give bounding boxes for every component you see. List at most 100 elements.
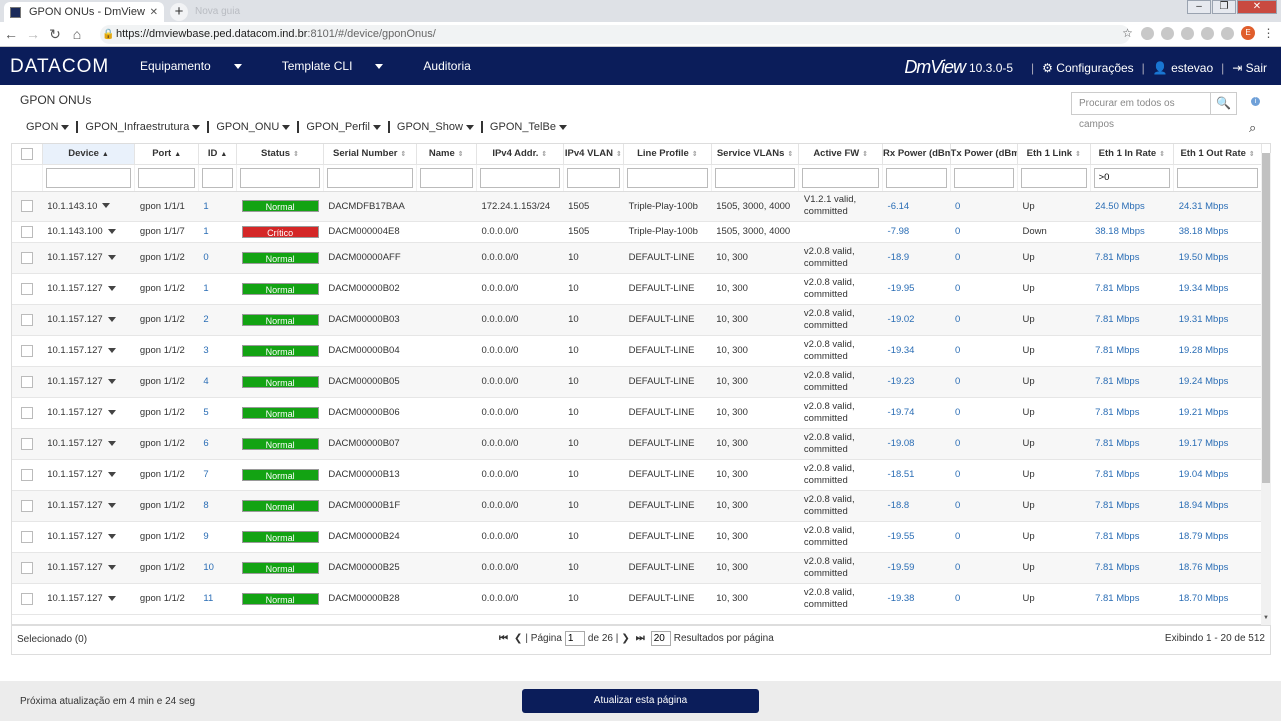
row-checkbox[interactable] xyxy=(21,251,34,264)
rx-power-cell[interactable]: -18.9 xyxy=(882,242,951,274)
logout-icon[interactable]: ⇥ xyxy=(1232,60,1243,75)
chevron-down-icon[interactable] xyxy=(107,471,116,477)
chevron-down-icon[interactable] xyxy=(102,203,111,209)
col-serial[interactable]: Serial Number ⇕ xyxy=(323,144,417,165)
chevron-down-icon[interactable] xyxy=(107,316,116,322)
device-cell[interactable]: 10.1.157.127 xyxy=(42,335,135,367)
prev-page-icon[interactable]: ❮ xyxy=(514,633,523,644)
rx-power-cell[interactable]: -19.95 xyxy=(882,273,951,305)
browser-tab[interactable]: GPON ONUs - DmView ✕ xyxy=(4,2,164,22)
chevron-down-icon[interactable] xyxy=(107,285,116,291)
filter-eth1-in-rate-input[interactable] xyxy=(1093,167,1171,188)
rx-power-cell[interactable]: -19.55 xyxy=(882,521,951,553)
filter-ipv4-input[interactable] xyxy=(479,167,560,188)
refresh-page-button[interactable]: Atualizar esta página xyxy=(522,689,759,713)
chevron-down-icon[interactable] xyxy=(107,347,116,353)
tx-power-cell[interactable]: 0 xyxy=(950,583,1018,615)
rx-power-cell[interactable]: -19.02 xyxy=(882,304,951,336)
star-icon[interactable]: ☆ xyxy=(1122,25,1133,40)
table-row[interactable]: 10.1.143.100 gpon 1/1/7 1 Crítico DACM000004… xyxy=(12,221,1262,243)
col-rx-power[interactable]: Rx Power (dBm) xyxy=(882,144,951,165)
eth1-out-rate-cell[interactable]: 19.31 Mbps xyxy=(1173,304,1262,336)
eth1-out-rate-cell[interactable]: 24.31 Mbps xyxy=(1173,191,1262,222)
chevron-down-icon[interactable] xyxy=(107,533,116,539)
extension-icon[interactable] xyxy=(1161,26,1174,40)
id-cell[interactable]: 9 xyxy=(198,521,237,553)
reload-icon[interactable]: ↻ xyxy=(49,25,61,42)
table-row[interactable]: 10.1.157.127 gpon 1/1/2 7 Normal DACM00000B1… xyxy=(12,459,1262,491)
info-icon[interactable]: i xyxy=(1251,97,1260,106)
menu-gpon-show[interactable]: GPON_Show xyxy=(390,121,483,133)
profile-avatar[interactable]: E xyxy=(1241,26,1255,40)
eth1-out-rate-cell[interactable]: 19.04 Mbps xyxy=(1173,459,1262,491)
tx-power-cell[interactable]: 0 xyxy=(950,191,1018,222)
rx-power-cell[interactable]: -19.08 xyxy=(882,428,951,460)
rx-power-cell[interactable]: -7.98 xyxy=(882,221,951,243)
tx-power-cell[interactable]: 0 xyxy=(950,335,1018,367)
col-status[interactable]: Status ⇕ xyxy=(236,144,324,165)
table-row[interactable]: 10.1.157.127 gpon 1/1/2 2 Normal DACM00000B0… xyxy=(12,304,1262,336)
browser-menu-icon[interactable]: ⋮ xyxy=(1262,25,1275,40)
row-checkbox[interactable] xyxy=(21,499,34,512)
device-cell[interactable]: 10.1.157.127 xyxy=(42,428,135,460)
row-checkbox[interactable] xyxy=(21,375,34,388)
table-row[interactable]: 10.1.157.127 gpon 1/1/2 0 Normal DACM00000AF… xyxy=(12,242,1262,274)
eth1-out-rate-cell[interactable]: 38.18 Mbps xyxy=(1173,221,1262,243)
row-checkbox[interactable] xyxy=(21,225,34,238)
forward-icon[interactable]: → xyxy=(26,26,40,42)
chevron-down-icon[interactable] xyxy=(107,378,116,384)
menu-gpon-onu[interactable]: GPON_ONU xyxy=(209,121,300,133)
eth1-out-rate-cell[interactable]: 19.21 Mbps xyxy=(1173,397,1262,429)
row-checkbox[interactable] xyxy=(21,468,34,481)
filter-port-input[interactable] xyxy=(138,167,195,188)
logout-link[interactable]: Sair xyxy=(1245,60,1267,75)
eth1-in-rate-cell[interactable]: 7.81 Mbps xyxy=(1090,304,1174,336)
device-cell[interactable]: 10.1.157.127 xyxy=(42,366,135,398)
minimize-icon[interactable]: – xyxy=(1187,0,1211,14)
table-row[interactable]: 10.1.157.127 gpon 1/1/2 8 Normal DACM00000B1… xyxy=(12,490,1262,522)
eth1-out-rate-cell[interactable]: 18.70 Mbps xyxy=(1173,583,1262,615)
filter-serial-input[interactable] xyxy=(326,167,413,188)
table-row[interactable]: 10.1.143.10 gpon 1/1/1 1 Normal DACMDFB17BAA… xyxy=(12,191,1262,222)
row-checkbox[interactable] xyxy=(21,313,34,326)
first-page-icon[interactable]: ⏮ xyxy=(499,633,508,644)
menu-gpon[interactable]: GPON xyxy=(26,121,79,133)
device-cell[interactable]: 10.1.157.127 xyxy=(42,273,135,305)
eth1-in-rate-cell[interactable]: 7.81 Mbps xyxy=(1090,335,1174,367)
tx-power-cell[interactable]: 0 xyxy=(950,459,1018,491)
device-cell[interactable]: 10.1.157.127 xyxy=(42,552,135,584)
filter-service-vlans-input[interactable] xyxy=(714,167,796,188)
column-chooser-icon[interactable]: ⌕ xyxy=(1249,120,1257,135)
tx-power-cell[interactable]: 0 xyxy=(950,552,1018,584)
search-button[interactable]: 🔍 xyxy=(1211,92,1237,115)
chevron-down-icon[interactable] xyxy=(107,502,116,508)
device-cell[interactable]: 10.1.143.100 xyxy=(42,221,135,243)
chevron-down-icon[interactable] xyxy=(107,564,116,570)
tx-power-cell[interactable]: 0 xyxy=(950,242,1018,274)
row-checkbox[interactable] xyxy=(21,282,34,295)
tx-power-cell[interactable]: 0 xyxy=(950,490,1018,522)
col-eth1-link[interactable]: Eth 1 Link ⇕ xyxy=(1017,144,1091,165)
table-scrollbar[interactable]: ▼ xyxy=(1261,153,1271,625)
id-cell[interactable]: 2 xyxy=(198,304,237,336)
eth1-out-rate-cell[interactable]: 19.24 Mbps xyxy=(1173,366,1262,398)
device-cell[interactable]: 10.1.143.10 xyxy=(42,191,135,222)
col-port[interactable]: Port ▲ xyxy=(134,144,199,165)
settings-link[interactable]: Configurações xyxy=(1056,60,1134,75)
row-checkbox[interactable] xyxy=(21,406,34,419)
eth1-in-rate-cell[interactable]: 24.50 Mbps xyxy=(1090,191,1174,222)
tx-power-cell[interactable]: 0 xyxy=(950,221,1018,243)
col-tx-power[interactable]: Tx Power (dBm) xyxy=(950,144,1019,165)
chevron-down-icon[interactable] xyxy=(107,595,116,601)
eth1-in-rate-cell[interactable]: 38.18 Mbps xyxy=(1090,221,1174,243)
scroll-down-icon[interactable]: ▼ xyxy=(1263,615,1269,621)
id-cell[interactable]: 4 xyxy=(198,366,237,398)
menu-gpon-telbe[interactable]: GPON_TelBe xyxy=(483,121,574,133)
close-tab-icon[interactable]: ✕ xyxy=(149,6,158,18)
url-field[interactable]: 🔒 https://dmviewbase.ped.datacom.ind.br:8… xyxy=(100,25,1130,44)
rx-power-cell[interactable]: -19.34 xyxy=(882,335,951,367)
eth1-in-rate-cell[interactable]: 7.81 Mbps xyxy=(1090,583,1174,615)
filter-status-input[interactable] xyxy=(240,167,320,188)
tx-power-cell[interactable]: 0 xyxy=(950,428,1018,460)
datacom-logo[interactable]: DATACOM xyxy=(10,56,110,77)
